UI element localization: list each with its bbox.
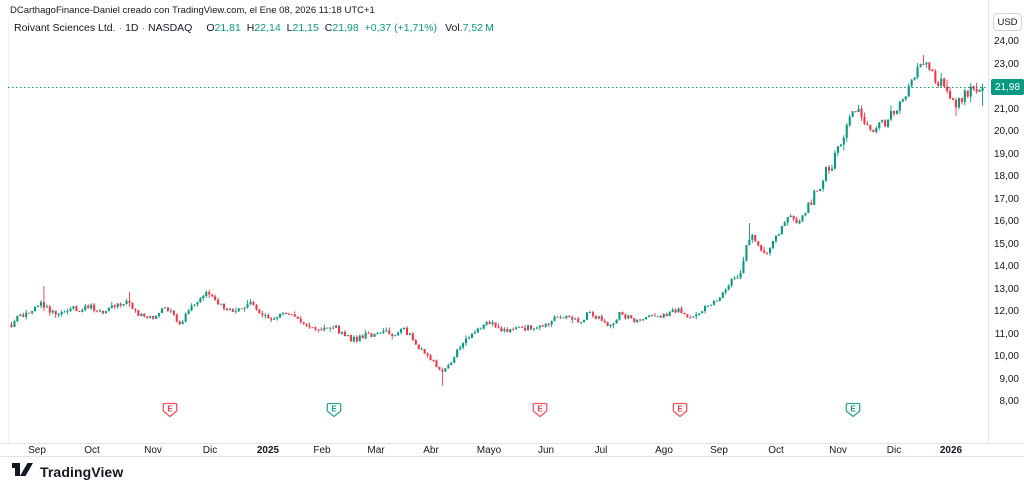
attribution-text: DCarthagoFinance-Daniel creado con Tradi… xyxy=(10,5,375,16)
time-axis-label: Sep xyxy=(710,445,728,456)
price-axis-label: 20,00 xyxy=(993,126,1019,137)
price-axis-label: 10,00 xyxy=(993,351,1019,362)
earnings-marker-icon[interactable]: E xyxy=(162,402,178,418)
price-axis-label: 17,00 xyxy=(993,193,1019,205)
time-axis-label: Jun xyxy=(537,445,555,456)
separator-dot: · xyxy=(118,22,123,34)
candlestick-chart[interactable]: E E E E E xyxy=(0,0,988,443)
price-axis-label: 12,00 xyxy=(993,306,1019,317)
earnings-marker-icon[interactable]: E xyxy=(326,402,342,418)
svg-text:E: E xyxy=(537,405,543,414)
time-axis-label: Jul xyxy=(594,445,608,456)
time-axis-label: Feb xyxy=(313,445,331,456)
price-axis-label: 16,00 xyxy=(993,216,1019,227)
svg-text:E: E xyxy=(331,405,337,414)
low-letter: L xyxy=(286,22,293,34)
price-axis-label: 21,00 xyxy=(993,103,1019,115)
volume-label: Vol. xyxy=(445,22,463,34)
price-axis-label: 19,00 xyxy=(993,148,1019,160)
price-axis-label: 9,00 xyxy=(999,373,1019,385)
tradingview-logo-icon[interactable] xyxy=(12,462,34,482)
low-value: 21,15 xyxy=(292,22,319,34)
time-axis-label: Oct xyxy=(768,445,784,456)
price-axis-label: 11,00 xyxy=(994,328,1019,340)
last-price-badge: 21,98 xyxy=(991,79,1024,96)
symbol-info-bar[interactable]: Roivant Sciences Ltd. · 1D · NASDAQ O21,81 H22… xyxy=(14,22,494,34)
price-axis-label: 18,00 xyxy=(993,171,1019,182)
candles-canvas[interactable]: E E E E E xyxy=(0,0,988,443)
time-axis-label: 2026 xyxy=(939,445,963,456)
time-axis-label: Nov xyxy=(144,445,162,456)
time-axis-label: Mayo xyxy=(476,445,502,456)
svg-text:E: E xyxy=(850,405,856,414)
price-axis-label: 24,00 xyxy=(993,36,1019,47)
volume-value: 7,52 M xyxy=(462,22,494,34)
svg-text:E: E xyxy=(167,405,173,414)
interval-label: 1D xyxy=(125,22,139,34)
high-letter: H xyxy=(246,22,255,34)
earnings-marker-icon[interactable]: E xyxy=(532,402,548,418)
price-axis[interactable]: USD 21,98 24,00 23,00 21,00 20,00 19,00 18,00… xyxy=(988,0,1024,456)
exchange-label: NASDAQ xyxy=(148,22,193,34)
price-axis-label: 14,00 xyxy=(993,261,1019,272)
time-axis-label: Dic xyxy=(202,445,218,456)
time-axis[interactable]: Sep Oct Nov Dic 2025 Feb Mar Abr Mayo Jun Jul Ago Se… xyxy=(0,443,1024,457)
time-axis-label: Mar xyxy=(367,445,385,456)
close-value: 21,98 xyxy=(332,22,359,34)
time-axis-label: Dic xyxy=(886,445,902,456)
time-axis-label: Ago xyxy=(655,445,673,456)
svg-text:E: E xyxy=(677,405,683,414)
tradingview-logo-text[interactable]: TradingView xyxy=(40,464,124,480)
close-letter: C xyxy=(324,22,333,34)
earnings-marker-icon[interactable]: E xyxy=(845,402,861,418)
ohlc-values: O21,81 H22,14 L21,15 C21,98 +0,37 (+1,71%) xyxy=(200,22,437,34)
time-axis-label: Abr xyxy=(423,445,439,456)
open-letter: O xyxy=(206,22,215,34)
price-axis-label: 15,00 xyxy=(993,238,1019,250)
time-axis-label: Sep xyxy=(28,445,46,456)
footer-bar: TradingView xyxy=(12,462,123,482)
price-axis-label: 23,00 xyxy=(993,58,1019,70)
time-axis-label: Oct xyxy=(84,445,100,456)
separator-dot: · xyxy=(141,22,146,34)
time-axis-label: Nov xyxy=(829,445,847,456)
change-value: +0,37 (+1,71%) xyxy=(364,22,438,34)
currency-toggle[interactable]: USD xyxy=(993,13,1022,31)
time-axis-label: 2025 xyxy=(256,445,280,456)
high-value: 22,14 xyxy=(254,22,281,34)
price-axis-label: 8,00 xyxy=(999,396,1019,407)
symbol-name: Roivant Sciences Ltd. xyxy=(14,22,116,34)
price-axis-label: 13,00 xyxy=(993,283,1019,295)
pane-left-border xyxy=(8,18,9,443)
earnings-marker-icon[interactable]: E xyxy=(672,402,688,418)
open-value: 21,81 xyxy=(214,22,241,34)
